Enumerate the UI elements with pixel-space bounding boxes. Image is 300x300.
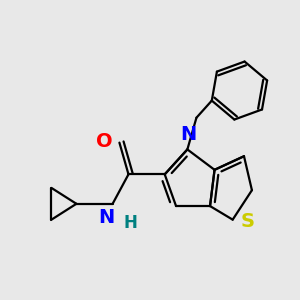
Text: O: O <box>96 132 112 151</box>
Text: S: S <box>241 212 255 231</box>
Text: N: N <box>99 208 115 227</box>
Text: N: N <box>180 125 196 144</box>
Text: H: H <box>124 214 138 232</box>
